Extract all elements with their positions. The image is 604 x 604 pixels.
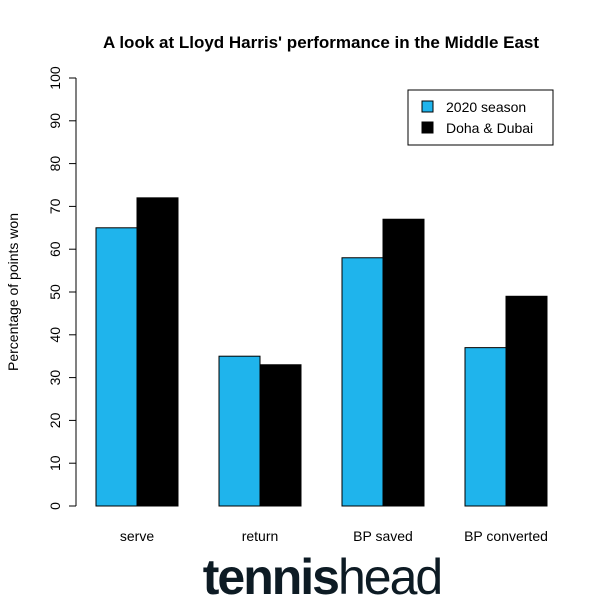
- x-tick-labels: serve return BP saved BP converted: [120, 528, 548, 544]
- bar-0-1: [136, 197, 179, 507]
- legend: 2020 season Doha & Dubai: [407, 89, 554, 146]
- y-axis-label: Percentage of points won: [5, 213, 21, 371]
- y-tick-label-1: 10: [47, 455, 63, 471]
- legend-swatch-1: [421, 121, 434, 134]
- x-tick-label-0: serve: [120, 528, 154, 544]
- logo-text-bold: tennis: [203, 549, 338, 604]
- chart-title: A look at Lloyd Harris' performance in t…: [103, 33, 539, 52]
- y-tick-label-6: 60: [47, 241, 63, 257]
- bar-1-0: [218, 355, 261, 507]
- bar-2-1: [382, 218, 425, 507]
- x-tick-label-2: BP saved: [353, 528, 413, 544]
- tennishead-logo: tennishead: [203, 549, 443, 604]
- bar-3-1: [505, 295, 548, 507]
- bar-2-0: [341, 257, 384, 507]
- y-tick-label-3: 30: [47, 370, 63, 386]
- y-axis: 0 10 20 30 40 50 60 70 80 90 100: [47, 66, 77, 510]
- x-tick-label-1: return: [242, 528, 279, 544]
- legend-box: [407, 89, 554, 146]
- legend-label-0: 2020 season: [446, 99, 526, 115]
- bar-3-0: [464, 347, 507, 507]
- svg-text:tennishead: tennishead: [203, 549, 441, 604]
- y-tick-label-8: 80: [47, 156, 63, 172]
- y-tick-label-5: 50: [47, 284, 63, 300]
- y-tick-label-7: 70: [47, 198, 63, 214]
- bars-group: [95, 197, 548, 507]
- y-tick-label-2: 20: [47, 412, 63, 428]
- legend-label-1: Doha & Dubai: [446, 120, 533, 136]
- y-tick-label-0: 0: [47, 502, 63, 510]
- bar-1-1: [259, 364, 302, 507]
- x-tick-label-3: BP converted: [464, 528, 548, 544]
- y-tick-label-4: 40: [47, 327, 63, 343]
- logo-text-light: head: [338, 549, 441, 604]
- legend-swatch-0: [421, 100, 434, 113]
- y-tick-label-9: 90: [47, 113, 63, 129]
- bar-0-0: [95, 227, 138, 507]
- y-tick-label-10: 100: [47, 66, 63, 90]
